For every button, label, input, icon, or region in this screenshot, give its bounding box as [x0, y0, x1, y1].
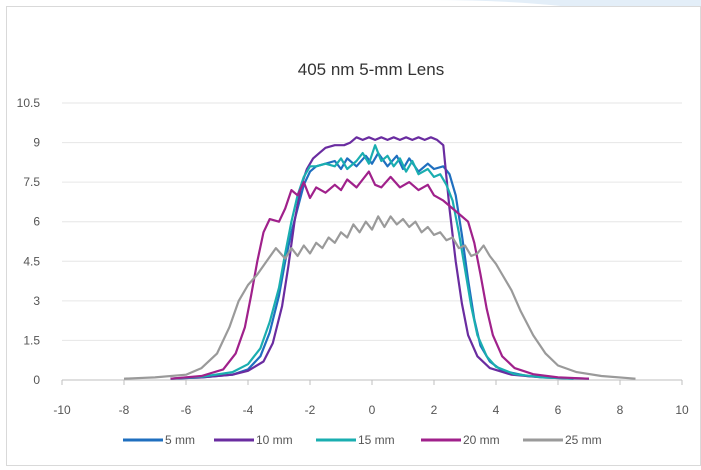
x-tick-label: -4 — [243, 403, 254, 417]
x-tick-label: 10 — [675, 403, 689, 417]
legend-label: 5 mm — [165, 433, 195, 447]
series-line-5 — [123, 215, 636, 380]
x-tick-label: 2 — [431, 403, 438, 417]
y-axis-ticks: 0 1.5 3 4.5 6 7.5 9 10.5 — [17, 96, 41, 387]
x-tick-label: -8 — [119, 403, 130, 417]
legend-label: 15 mm — [358, 433, 395, 447]
series-line-4 — [170, 170, 590, 380]
x-tick-label: -6 — [181, 403, 192, 417]
chart-title: 405 nm 5-mm Lens — [298, 60, 444, 79]
x-tick-label: -2 — [305, 403, 316, 417]
y-tick-label: 4.5 — [23, 254, 40, 268]
y-tick-label: 1.5 — [23, 333, 40, 347]
x-tick-label: 0 — [369, 403, 376, 417]
y-tick-label: 0 — [33, 373, 40, 387]
y-tick-label: 6 — [33, 215, 40, 229]
x-tick-label: 6 — [555, 403, 562, 417]
legend-label: 10 mm — [256, 433, 293, 447]
legend: 5 mm 10 mm 15 mm 20 mm 25 mm — [123, 433, 602, 447]
x-tick-label: -10 — [53, 403, 71, 417]
x-tick-label: 8 — [617, 403, 624, 417]
chart-card — [6, 6, 701, 466]
legend-label: 20 mm — [463, 433, 500, 447]
legend-label: 25 mm — [565, 433, 602, 447]
x-axis-ticks: -10 -8 -6 -4 -2 0 2 4 6 8 10 — [53, 379, 689, 417]
gridlines — [62, 102, 682, 381]
series-line-2 — [170, 136, 574, 380]
x-tick-label: 4 — [493, 403, 500, 417]
y-tick-label: 10.5 — [17, 96, 41, 110]
y-tick-label: 3 — [33, 294, 40, 308]
series-line-3 — [170, 144, 574, 380]
series-lines — [123, 136, 636, 380]
y-tick-label: 9 — [33, 136, 40, 150]
y-tick-label: 7.5 — [23, 175, 40, 189]
